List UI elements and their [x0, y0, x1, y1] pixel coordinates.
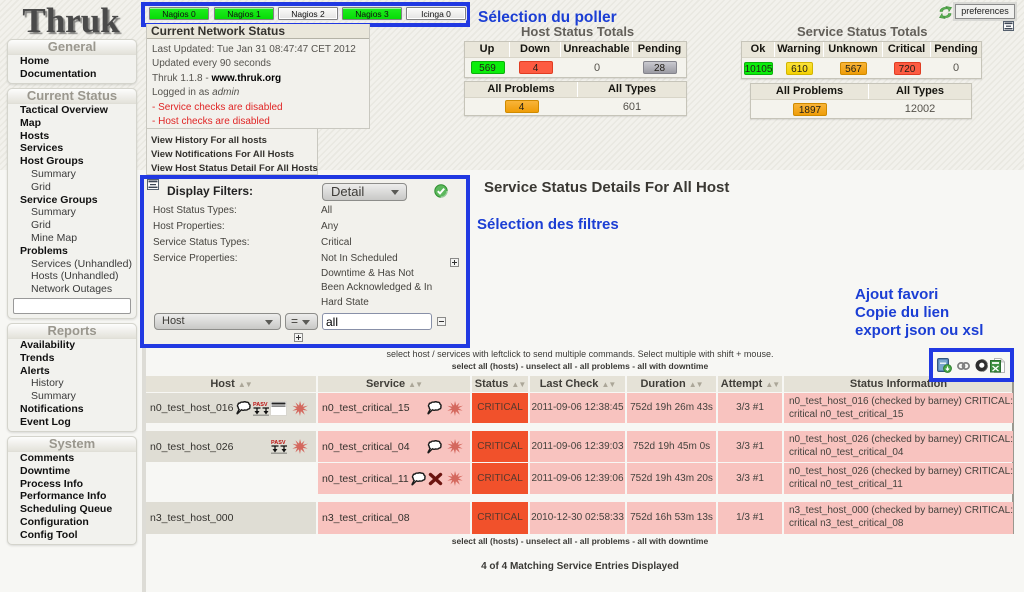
svg-text:PASV: PASV [271, 440, 286, 446]
svg-text:PASV: PASV [253, 402, 268, 408]
